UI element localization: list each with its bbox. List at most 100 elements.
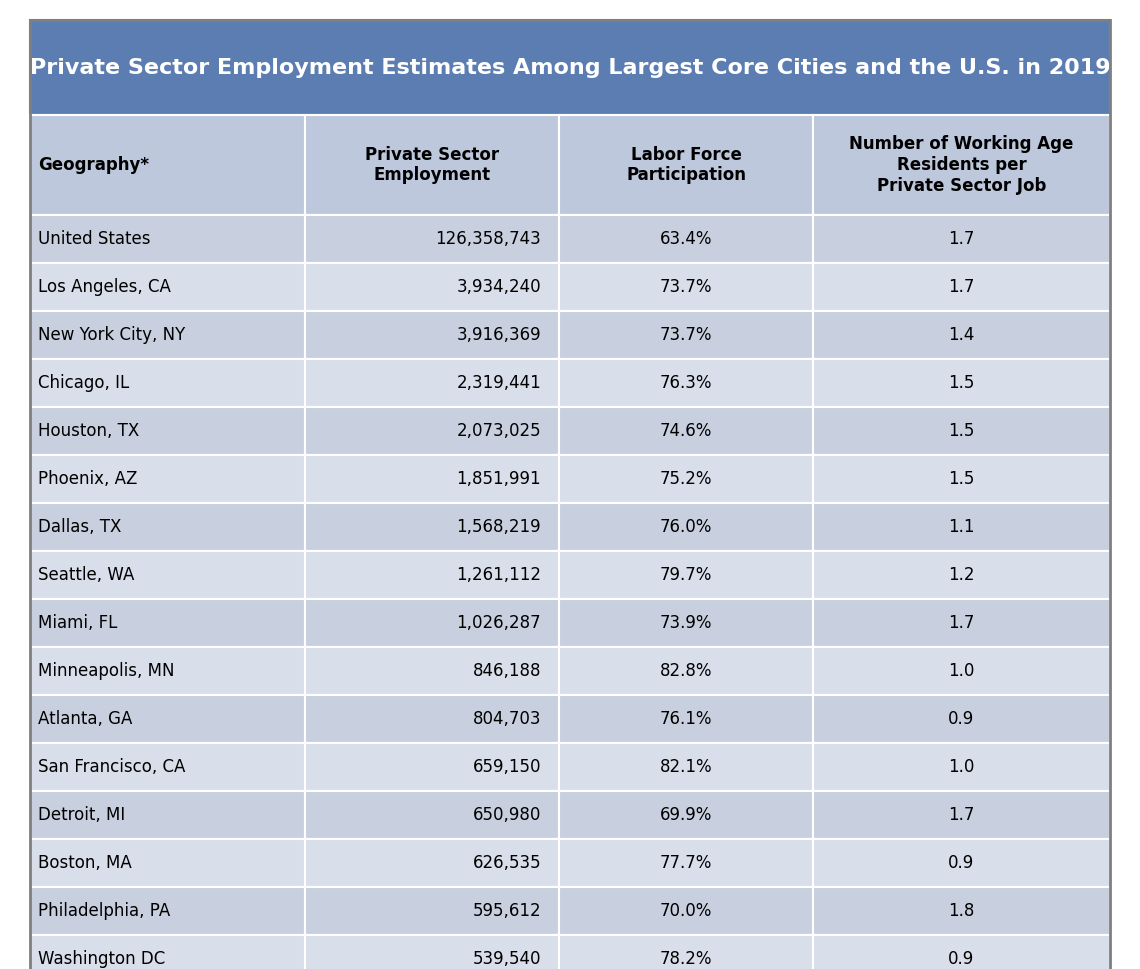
Bar bbox=[30, 115, 306, 215]
Text: Labor Force
Participation: Labor Force Participation bbox=[626, 145, 746, 184]
Bar bbox=[30, 263, 1110, 311]
Bar bbox=[560, 599, 813, 647]
Bar bbox=[813, 887, 1110, 935]
Text: Miami, FL: Miami, FL bbox=[38, 614, 117, 632]
Text: 73.7%: 73.7% bbox=[660, 326, 712, 344]
Bar bbox=[30, 215, 306, 263]
Bar bbox=[30, 599, 1110, 647]
Text: Private Sector
Employment: Private Sector Employment bbox=[365, 145, 499, 184]
Text: Washington DC: Washington DC bbox=[38, 950, 165, 968]
Bar bbox=[560, 263, 813, 311]
Bar bbox=[306, 743, 560, 791]
Bar bbox=[306, 215, 560, 263]
Bar bbox=[30, 551, 306, 599]
Text: 70.0%: 70.0% bbox=[660, 902, 712, 920]
Text: Philadelphia, PA: Philadelphia, PA bbox=[38, 902, 170, 920]
Text: 73.9%: 73.9% bbox=[660, 614, 712, 632]
Text: 75.2%: 75.2% bbox=[660, 470, 712, 488]
Bar bbox=[30, 599, 306, 647]
Text: 2,073,025: 2,073,025 bbox=[457, 422, 542, 440]
Bar bbox=[306, 263, 560, 311]
Text: 77.7%: 77.7% bbox=[660, 854, 712, 872]
Text: 73.7%: 73.7% bbox=[660, 278, 712, 296]
Bar bbox=[813, 935, 1110, 969]
Bar bbox=[813, 647, 1110, 695]
Bar bbox=[30, 359, 306, 407]
Text: Detroit, MI: Detroit, MI bbox=[38, 806, 125, 824]
Text: Minneapolis, MN: Minneapolis, MN bbox=[38, 662, 174, 680]
Text: 126,358,743: 126,358,743 bbox=[435, 230, 542, 248]
Bar bbox=[30, 839, 306, 887]
Text: 1.5: 1.5 bbox=[948, 422, 975, 440]
Text: 1.7: 1.7 bbox=[948, 614, 975, 632]
Text: 82.8%: 82.8% bbox=[660, 662, 712, 680]
Text: 1,261,112: 1,261,112 bbox=[456, 566, 542, 584]
Bar bbox=[813, 791, 1110, 839]
Text: Number of Working Age
Residents per
Private Sector Job: Number of Working Age Residents per Priv… bbox=[849, 136, 1074, 195]
Bar bbox=[30, 263, 306, 311]
Text: Dallas, TX: Dallas, TX bbox=[38, 518, 121, 536]
Bar bbox=[30, 935, 306, 969]
Bar bbox=[30, 311, 306, 359]
Bar bbox=[813, 503, 1110, 551]
Text: United States: United States bbox=[38, 230, 150, 248]
Text: 1.7: 1.7 bbox=[948, 278, 975, 296]
Text: 76.3%: 76.3% bbox=[660, 374, 712, 392]
Bar bbox=[560, 503, 813, 551]
Bar bbox=[30, 791, 1110, 839]
Bar bbox=[306, 791, 560, 839]
Text: Geography*: Geography* bbox=[38, 156, 149, 174]
Text: 0.9: 0.9 bbox=[948, 950, 975, 968]
Text: 69.9%: 69.9% bbox=[660, 806, 712, 824]
Bar bbox=[306, 935, 560, 969]
Bar bbox=[30, 551, 1110, 599]
Bar bbox=[30, 887, 1110, 935]
Text: New York City, NY: New York City, NY bbox=[38, 326, 185, 344]
Bar bbox=[30, 743, 306, 791]
Bar bbox=[30, 695, 1110, 743]
Text: 1.4: 1.4 bbox=[948, 326, 975, 344]
Text: 1,568,219: 1,568,219 bbox=[457, 518, 542, 536]
Text: 1.7: 1.7 bbox=[948, 230, 975, 248]
Bar bbox=[306, 455, 560, 503]
Bar bbox=[30, 887, 306, 935]
Bar bbox=[30, 647, 306, 695]
Bar bbox=[813, 407, 1110, 455]
Text: 78.2%: 78.2% bbox=[660, 950, 712, 968]
Bar bbox=[560, 887, 813, 935]
Text: 1.2: 1.2 bbox=[948, 566, 975, 584]
Bar bbox=[560, 647, 813, 695]
Bar bbox=[560, 311, 813, 359]
Text: 1.5: 1.5 bbox=[948, 374, 975, 392]
Text: 595,612: 595,612 bbox=[473, 902, 542, 920]
Bar bbox=[30, 503, 1110, 551]
Bar bbox=[813, 311, 1110, 359]
Text: 1,026,287: 1,026,287 bbox=[457, 614, 542, 632]
Text: 1.7: 1.7 bbox=[948, 806, 975, 824]
Text: 1.8: 1.8 bbox=[948, 902, 975, 920]
Bar bbox=[813, 695, 1110, 743]
Text: 82.1%: 82.1% bbox=[660, 758, 712, 776]
Bar bbox=[30, 359, 1110, 407]
Text: Phoenix, AZ: Phoenix, AZ bbox=[38, 470, 138, 488]
Text: 3,916,369: 3,916,369 bbox=[457, 326, 542, 344]
Text: San Francisco, CA: San Francisco, CA bbox=[38, 758, 186, 776]
Bar bbox=[560, 407, 813, 455]
Bar bbox=[306, 503, 560, 551]
Text: 659,150: 659,150 bbox=[473, 758, 542, 776]
Bar bbox=[30, 407, 1110, 455]
Bar bbox=[30, 647, 1110, 695]
Text: 626,535: 626,535 bbox=[473, 854, 542, 872]
Text: 2,319,441: 2,319,441 bbox=[456, 374, 542, 392]
Bar bbox=[560, 743, 813, 791]
Text: 76.0%: 76.0% bbox=[660, 518, 712, 536]
Bar bbox=[813, 115, 1110, 215]
Text: 539,540: 539,540 bbox=[473, 950, 542, 968]
Bar bbox=[560, 935, 813, 969]
Bar bbox=[813, 839, 1110, 887]
Text: 79.7%: 79.7% bbox=[660, 566, 712, 584]
Bar bbox=[30, 20, 1110, 115]
Text: 0.9: 0.9 bbox=[948, 854, 975, 872]
Bar bbox=[813, 263, 1110, 311]
Bar bbox=[560, 455, 813, 503]
